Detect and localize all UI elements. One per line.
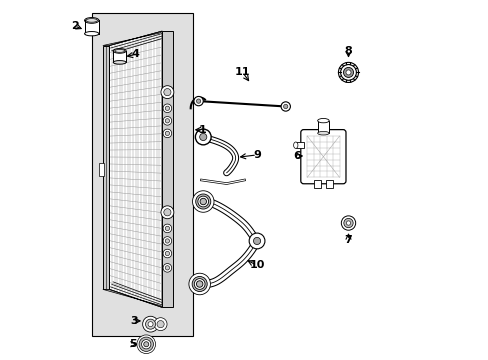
Text: 6: 6: [293, 151, 301, 161]
Circle shape: [346, 221, 350, 225]
Circle shape: [343, 219, 352, 228]
Polygon shape: [109, 31, 162, 307]
Circle shape: [163, 237, 171, 245]
Ellipse shape: [115, 49, 124, 52]
Circle shape: [163, 264, 171, 272]
Text: 10: 10: [249, 260, 264, 270]
Circle shape: [195, 194, 210, 209]
Circle shape: [198, 196, 208, 207]
Circle shape: [163, 209, 171, 216]
Circle shape: [253, 237, 260, 244]
Text: 8: 8: [344, 46, 352, 56]
Circle shape: [161, 86, 174, 99]
Bar: [84, 20, 99, 34]
Circle shape: [142, 316, 158, 332]
Bar: [102, 45, 109, 289]
Circle shape: [194, 279, 204, 289]
Circle shape: [163, 89, 171, 96]
Polygon shape: [102, 289, 162, 307]
Circle shape: [143, 342, 148, 347]
Bar: [314, 180, 320, 188]
Text: 3: 3: [130, 316, 138, 326]
Bar: [113, 50, 126, 62]
Circle shape: [165, 106, 169, 111]
Circle shape: [196, 281, 203, 287]
Text: 1: 1: [198, 125, 206, 135]
Ellipse shape: [84, 18, 99, 23]
Circle shape: [161, 206, 174, 219]
Circle shape: [192, 276, 207, 292]
Circle shape: [163, 249, 171, 258]
Circle shape: [195, 129, 211, 145]
Bar: [99, 163, 103, 176]
Circle shape: [281, 102, 290, 111]
Ellipse shape: [317, 131, 328, 135]
Ellipse shape: [86, 19, 97, 22]
Bar: [162, 31, 172, 307]
Circle shape: [340, 64, 356, 80]
Circle shape: [196, 99, 201, 103]
Circle shape: [165, 251, 169, 256]
Polygon shape: [102, 31, 162, 45]
Circle shape: [165, 266, 169, 270]
Circle shape: [145, 319, 155, 329]
Circle shape: [249, 233, 264, 249]
Ellipse shape: [293, 142, 297, 148]
Circle shape: [137, 335, 155, 354]
Text: 9: 9: [253, 150, 261, 160]
Text: 2: 2: [70, 21, 78, 31]
Circle shape: [165, 131, 169, 135]
Ellipse shape: [113, 49, 126, 53]
Text: 7: 7: [344, 235, 352, 245]
Ellipse shape: [317, 118, 328, 123]
Circle shape: [343, 67, 353, 77]
Circle shape: [154, 318, 167, 330]
Circle shape: [192, 191, 214, 212]
Bar: [317, 121, 328, 133]
Circle shape: [346, 70, 350, 75]
Circle shape: [341, 216, 355, 230]
Circle shape: [194, 96, 203, 106]
Circle shape: [283, 104, 287, 109]
Circle shape: [163, 104, 171, 113]
Circle shape: [142, 339, 151, 349]
Bar: [325, 180, 332, 188]
Circle shape: [165, 119, 169, 123]
Text: 5: 5: [128, 339, 136, 349]
Polygon shape: [92, 13, 192, 336]
Text: 11: 11: [234, 67, 250, 77]
Circle shape: [188, 273, 210, 295]
Ellipse shape: [113, 60, 126, 64]
Circle shape: [199, 134, 206, 140]
Circle shape: [165, 239, 169, 243]
FancyBboxPatch shape: [300, 130, 346, 184]
Circle shape: [163, 224, 171, 233]
Circle shape: [157, 320, 164, 328]
Circle shape: [139, 337, 153, 351]
Circle shape: [163, 117, 171, 125]
Circle shape: [148, 321, 153, 327]
Ellipse shape: [84, 32, 99, 36]
Circle shape: [165, 226, 169, 230]
Text: 4: 4: [131, 49, 139, 59]
Bar: [295, 142, 304, 148]
Circle shape: [200, 198, 206, 205]
Circle shape: [163, 129, 171, 138]
